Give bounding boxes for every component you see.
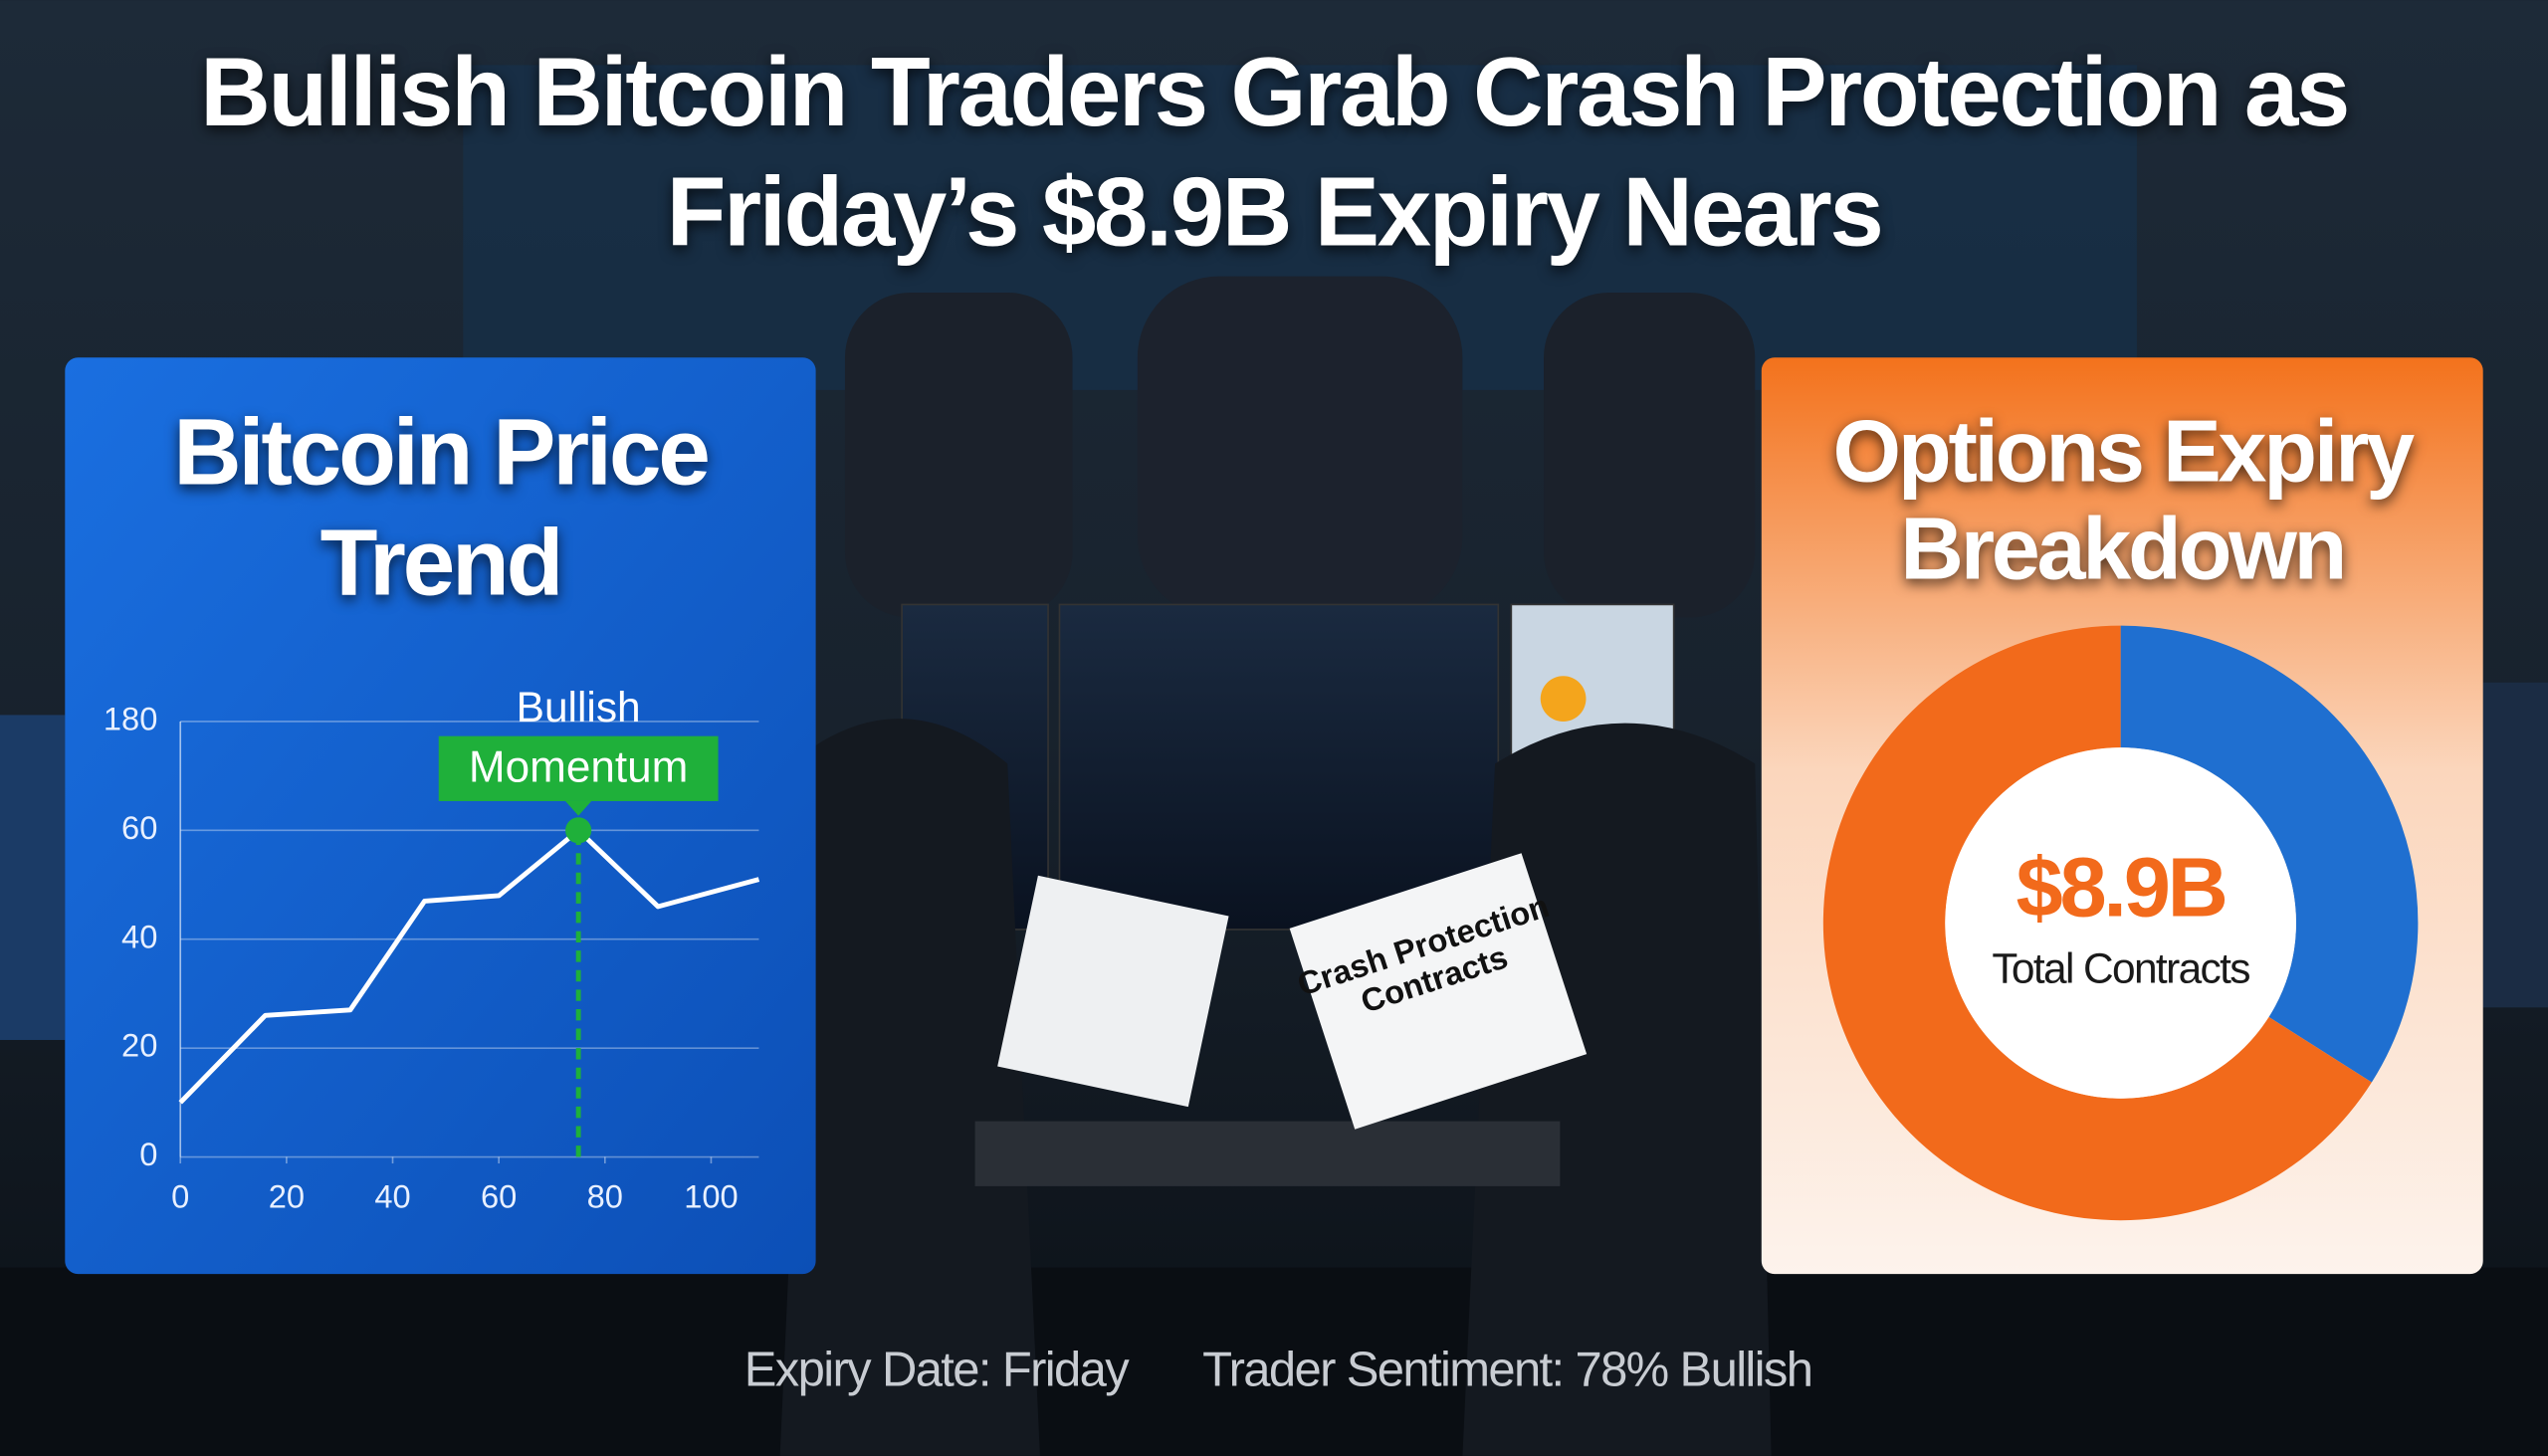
side-monitor xyxy=(0,715,66,1040)
person xyxy=(779,719,1040,1456)
annotation-tag: Momentum xyxy=(469,743,688,792)
x-tick-label: 40 xyxy=(374,1178,410,1215)
y-tick-label: 180 xyxy=(104,701,157,737)
x-tick-label: 100 xyxy=(684,1178,738,1215)
y-tick-label: 40 xyxy=(121,918,157,954)
pie-center-label: Total Contracts xyxy=(1992,945,2249,992)
pie-center xyxy=(1945,747,2296,1099)
footer-sentiment: Trader Sentiment: 78% Bullish xyxy=(1202,1344,1811,1397)
title-box: Bullish Bitcoin Traders Grab Crash Prote… xyxy=(200,37,2350,267)
monitor xyxy=(1058,603,1500,931)
line-series xyxy=(178,827,760,1105)
person xyxy=(1462,723,1772,1456)
person xyxy=(844,292,1073,618)
person xyxy=(1137,276,1463,618)
pie-title-box: Options Expiry Breakdown xyxy=(1832,402,2416,598)
line-panel xyxy=(65,357,816,1275)
person xyxy=(1544,292,1756,618)
x-tick-label: 80 xyxy=(587,1178,623,1215)
line-chart: 0 20 40 60 180 0 20 40 60 80 100 Bullish Momentum xyxy=(104,684,760,1215)
line-title-box: Bitcoin Price Trend xyxy=(173,399,711,616)
floor xyxy=(0,1267,2548,1456)
line-chart-title: Bitcoin Price Trend xyxy=(173,399,711,616)
x-tick-label: 0 xyxy=(171,1178,189,1215)
pie-chart-title: Options Expiry Breakdown xyxy=(1832,402,2416,598)
desk xyxy=(974,1121,1561,1186)
highlight-point xyxy=(565,817,592,844)
main-title: Bullish Bitcoin Traders Grab Crash Prote… xyxy=(200,37,2350,267)
paper xyxy=(1289,853,1588,1130)
annotation-pointer xyxy=(565,800,592,816)
y-tick-label: 60 xyxy=(121,809,157,846)
pie-chart: $8.9B Total Contracts xyxy=(1822,625,2419,1221)
side-monitor xyxy=(2482,682,2548,1008)
annotation-label: Bullish xyxy=(517,684,641,730)
annotation-box xyxy=(438,735,719,801)
x-tick-label: 60 xyxy=(481,1178,517,1215)
y-tick-label: 0 xyxy=(139,1136,157,1172)
paper xyxy=(997,875,1229,1108)
footer-expiry: Expiry Date: Friday xyxy=(744,1344,1130,1397)
x-tick-label: 20 xyxy=(269,1178,305,1215)
y-tick-label: 20 xyxy=(121,1027,157,1064)
pie-slice xyxy=(2120,625,2419,1083)
bitcoin-icon xyxy=(1540,676,1587,722)
pie-slice xyxy=(1822,625,2372,1221)
pie-center-value: $8.9B xyxy=(2017,839,2226,934)
